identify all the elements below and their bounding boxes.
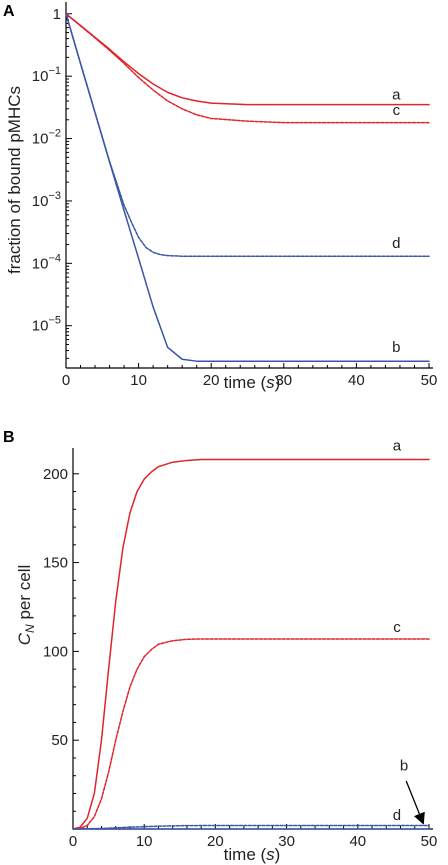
panel-b-ylabel: CN per cell [15, 565, 37, 645]
panel-b-x-tick-label: 50 [421, 833, 438, 850]
panel-a-series-a [65, 13, 430, 106]
panel-a-curve-label-a: a [392, 87, 401, 104]
panel-b-annotation-arrow [405, 780, 425, 825]
panel-b-curve-label-d: d [393, 807, 401, 824]
panel-b-series-d [72, 824, 430, 830]
panel-b-y-tick-label: 150 [43, 555, 68, 572]
panel-b-x-tick-label: 20 [207, 833, 224, 850]
panel-a-series-c [65, 13, 430, 124]
panel-a-series-b [65, 13, 430, 362]
panel-b-x-tick-label: 30 [278, 833, 295, 850]
panel-a-x-tick-label: 50 [421, 372, 438, 389]
panel-a-y-tick-label: 10−3 [32, 190, 61, 210]
panel-b-series-a [72, 458, 430, 830]
panel-b-curve-label-b: b [400, 757, 408, 774]
panel-b-y-tick-label: 50 [51, 732, 68, 749]
panel-b-chart: B CN per cell time (s) 0 10 20 30 40 50 50 100 1… [3, 429, 437, 864]
panel-a-x-tick-label: 40 [348, 372, 365, 389]
panel-b-y-tick-label: 100 [43, 643, 68, 660]
panel-b-y-tick-label: 200 [43, 466, 68, 483]
panel-a-y-tick-label: 10−5 [32, 315, 61, 335]
panel-a-y-tick-label: 1 [53, 6, 61, 23]
panel-a-y-tick-label: 10−2 [32, 128, 61, 148]
panel-a-curve-label-b: b [392, 339, 400, 356]
panel-b-x-tick-label: 0 [69, 833, 77, 850]
panel-a-x-tick-label: 30 [275, 372, 292, 389]
panel-a-y-tick-label: 10−4 [32, 252, 61, 272]
panel-a-x-tick-label: 20 [203, 372, 220, 389]
panel-b-xlabel: time (s) [224, 845, 281, 864]
panel-b-x-tick-label: 40 [349, 833, 366, 850]
panel-b-series-c [72, 638, 430, 830]
panel-a-curve-label-c: c [393, 102, 401, 119]
panel-a-xlabel: time (s) [224, 373, 281, 392]
panel-a-x-tick-label: 10 [130, 372, 147, 389]
panel-a-label: A [3, 3, 15, 20]
panel-b-curve-label-a: a [393, 438, 402, 455]
panel-a-curve-label-d: d [392, 235, 400, 252]
panel-a-series-d [65, 13, 430, 257]
panel-a-chart: A fraction of bound pMHCs time (s) 0 10 20… [3, 2, 437, 392]
panel-a-ylabel: fraction of bound pMHCs [5, 86, 24, 274]
panel-a-x-tick-label: 0 [62, 372, 70, 389]
panel-b-curve-label-c: c [393, 619, 401, 636]
panel-b-label: B [3, 429, 15, 446]
panel-a-y-tick-label: 10−1 [32, 65, 61, 85]
panel-b-x-tick-label: 10 [136, 833, 153, 850]
